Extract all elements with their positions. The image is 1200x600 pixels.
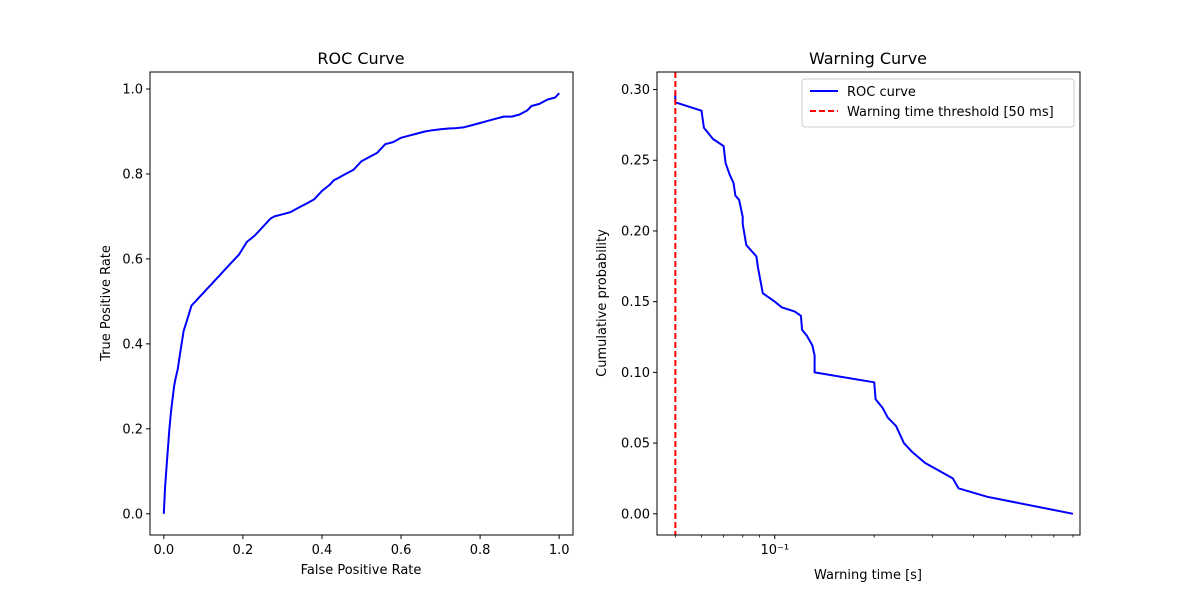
y-tick-label: 0.15 [621,295,650,310]
legend: ROC curve Warning time threshold [50 ms] [801,78,1075,128]
axis-ticks: 10⁻¹ 0.00 0.05 0.10 0.15 0.20 0.25 0.30 [621,83,1074,558]
plot-area [674,72,1074,535]
x-tick-label: 0.0 [153,543,174,558]
y-tick-label: 0.00 [621,507,650,522]
roc-series-line [162,92,560,514]
chart-title: ROC Curve [317,49,404,68]
y-axis-label: True Positive Rate [99,245,114,362]
x-tick-label: 0.4 [312,543,333,558]
legend-box [801,78,1075,128]
axes-frame [149,71,574,536]
x-tick-label: 1.0 [549,543,570,558]
x-tick-label: 0.2 [233,543,254,558]
x-tick-label: 0.8 [470,543,491,558]
x-axis-label: False Positive Rate [301,563,422,578]
y-tick-label: 0.0 [122,507,143,522]
plot-area [162,92,560,514]
y-tick-label: 1.0 [122,82,143,97]
axis-ticks: 0.0 0.2 0.4 0.6 0.8 1.0 0.0 0.2 0.4 0.6 0.8 1.0 [122,82,569,558]
y-tick-label: 0.30 [621,83,650,98]
roc-chart: ROC Curve False Positive Rate True Posit… [99,49,574,578]
y-tick-label: 0.25 [621,154,650,169]
axes-frame [656,71,1081,536]
y-tick-label: 0.2 [122,422,143,437]
x-axis-label: Warning time [s] [814,568,922,583]
legend-label-roc-curve: ROC curve [847,85,916,100]
y-tick-label: 0.05 [621,437,650,452]
x-tick-label: 10⁻¹ [760,543,789,558]
y-tick-label: 0.20 [621,224,650,239]
y-axis-label: Cumulative probability [595,229,610,377]
warning-chart: Warning Curve Warning time [s] Cumulativ… [595,49,1081,583]
y-tick-label: 0.4 [122,337,143,352]
y-tick-label: 0.8 [122,167,143,182]
warning-series-line [674,92,1074,515]
x-tick-label: 0.6 [391,543,412,558]
chart-title: Warning Curve [809,49,927,68]
y-tick-label: 0.6 [122,252,143,267]
y-tick-label: 0.10 [621,366,650,381]
legend-label-threshold: Warning time threshold [50 ms] [847,105,1054,120]
